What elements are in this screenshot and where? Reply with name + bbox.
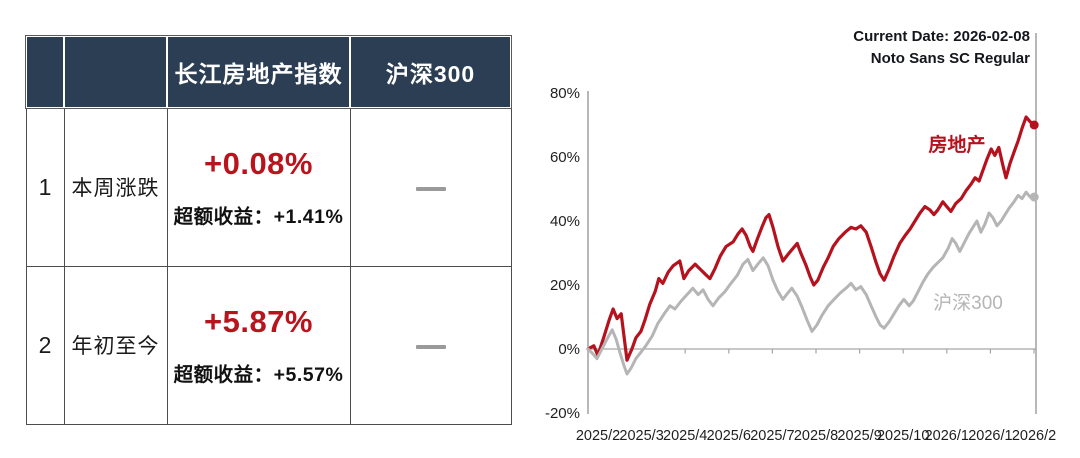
ytd-change-value: +5.87% bbox=[203, 303, 313, 339]
dash-placeholder bbox=[415, 345, 446, 349]
index-chart: 2025/2 2025/3 2025/4 2025/6 2025/7 2025/8 2025… bbox=[540, 0, 1080, 458]
series-end-dot bbox=[1029, 192, 1039, 202]
y-tick-label: 40% bbox=[550, 213, 580, 230]
y-tick-label: 60% bbox=[550, 149, 580, 166]
y-tick-label: 20% bbox=[550, 277, 580, 294]
x-tick-label: 2026/2 bbox=[1012, 428, 1056, 444]
x-tick-label: 2026/1 bbox=[925, 428, 969, 444]
row-number: 2 bbox=[25, 265, 65, 425]
series-end-dot bbox=[1029, 120, 1039, 130]
performance-chart-svg: 2025/2 2025/3 2025/4 2025/6 2025/7 2025/8 2025… bbox=[545, 33, 1056, 444]
x-tick-label: 2025/4 bbox=[663, 428, 707, 444]
font-name-text: Noto Sans SC Regular bbox=[870, 50, 1030, 67]
x-tick-label: 2025/9 bbox=[837, 428, 881, 444]
series-label-realestate: 房地产 bbox=[928, 133, 985, 156]
series-line-realestate bbox=[586, 115, 1036, 362]
ytd-excess-return: 超额收益：+5.57% bbox=[173, 363, 344, 386]
benchmark-cell bbox=[349, 265, 512, 425]
header-empty-label bbox=[63, 35, 168, 109]
series-label-csi300: 沪深300 bbox=[933, 292, 1003, 314]
header-changjiang-index: 长江房地产指数 bbox=[166, 35, 351, 109]
x-tick-label: 2025/8 bbox=[794, 428, 838, 444]
chart-annotations: Current Date: 2026-02-08 Noto Sans SC Re… bbox=[590, 26, 1030, 70]
row-label-ytd: 年初至今 bbox=[63, 265, 168, 425]
x-tick-label: 2025/7 bbox=[750, 428, 794, 444]
y-tick-label: 80% bbox=[550, 85, 580, 102]
x-tick-label: 2025/2 bbox=[576, 428, 620, 444]
x-tick-label: 2026/1 bbox=[968, 428, 1012, 444]
header-empty-num bbox=[25, 35, 65, 109]
dash-placeholder bbox=[415, 187, 446, 192]
header-csi300: 沪深300 bbox=[349, 35, 512, 109]
row-label-weekly: 本周涨跌 bbox=[63, 107, 168, 267]
current-date-text: Current Date: 2026-02-08 bbox=[853, 28, 1030, 45]
table-row: 1 本周涨跌 +0.08% 超额收益：+1.41% bbox=[25, 107, 512, 267]
series-line-csi300 bbox=[586, 190, 1036, 376]
table-row: 2 年初至今 +5.87% 超额收益：+5.57% bbox=[25, 265, 512, 425]
index-value-cell: +0.08% 超额收益：+1.41% bbox=[166, 107, 351, 267]
weekly-change-value: +0.08% bbox=[203, 145, 313, 181]
x-tick-label: 2025/3 bbox=[619, 428, 663, 444]
y-tick-label: -20% bbox=[545, 405, 580, 422]
table-header-row: 长江房地产指数 沪深300 bbox=[25, 35, 512, 109]
y-tick-label: 0% bbox=[558, 341, 580, 358]
weekly-excess-return: 超额收益：+1.41% bbox=[173, 205, 344, 228]
x-tick-label: 2025/10 bbox=[877, 428, 929, 444]
row-number: 1 bbox=[25, 107, 65, 267]
performance-table: 长江房地产指数 沪深300 1 本周涨跌 +0.08% 超额收益：+1.41% … bbox=[25, 35, 512, 425]
x-tick-label: 2025/6 bbox=[707, 428, 751, 444]
benchmark-cell bbox=[349, 107, 512, 267]
index-value-cell: +5.87% 超额收益：+5.57% bbox=[166, 265, 351, 425]
